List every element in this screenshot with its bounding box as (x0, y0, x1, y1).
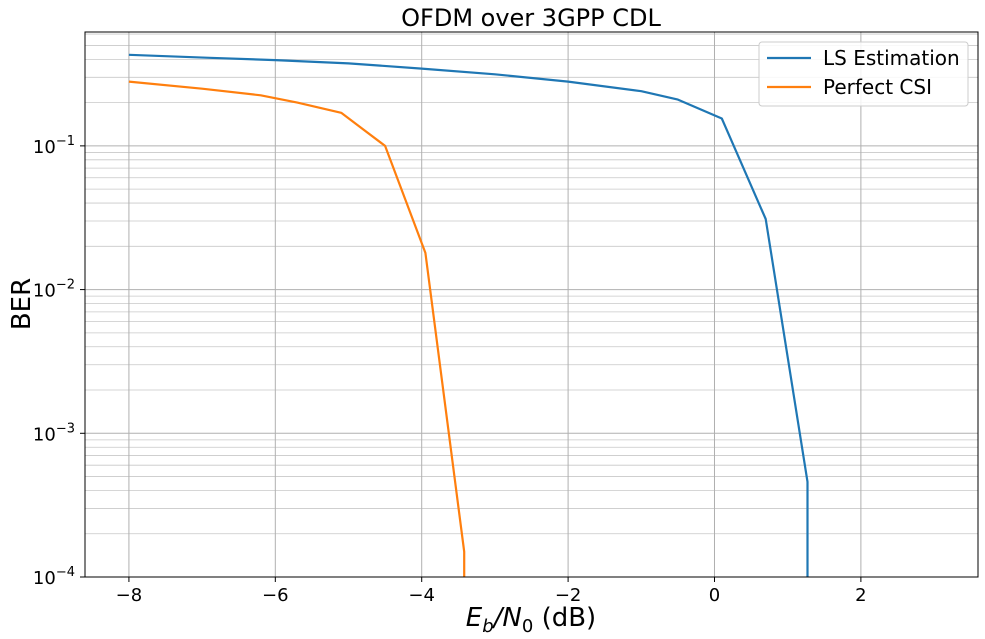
series-line-perfect-csi (128, 80, 466, 577)
x-axis-label: Eb/N0 (dB) (466, 603, 596, 637)
legend-box (758, 41, 969, 107)
series-line-ls-estimation (128, 53, 809, 577)
grid (85, 32, 978, 578)
x-tick-label: 0 (709, 585, 720, 606)
x-tick-label: −2 (555, 585, 582, 606)
legend-label-ls-estimation: LS Estimation (823, 46, 960, 70)
x-tick-label: −4 (408, 585, 435, 606)
x-axis-ticks: −8 −6 −4 −2 0 2 (116, 577, 867, 606)
x-tick-label: −6 (262, 585, 289, 606)
y-axis-ticks: 10−1 10−2 10−3 10−4 (33, 134, 85, 589)
y-tick-label: 10−4 (33, 565, 75, 589)
x-tick-label: 2 (855, 585, 866, 606)
plot-area-frame (84, 31, 979, 578)
y-tick-label: 10−3 (33, 421, 75, 445)
y-tick-label: 10−2 (33, 278, 75, 302)
x-tick-label: −8 (116, 585, 143, 606)
y-tick-label: 10−1 (33, 134, 75, 158)
series-lines (128, 53, 809, 577)
legend: LS Estimation Perfect CSI (758, 41, 969, 107)
y-axis-label: BER (7, 278, 37, 330)
chart-title: OFDM over 3GPP CDL (401, 4, 661, 32)
legend-label-perfect-csi: Perfect CSI (823, 75, 932, 99)
